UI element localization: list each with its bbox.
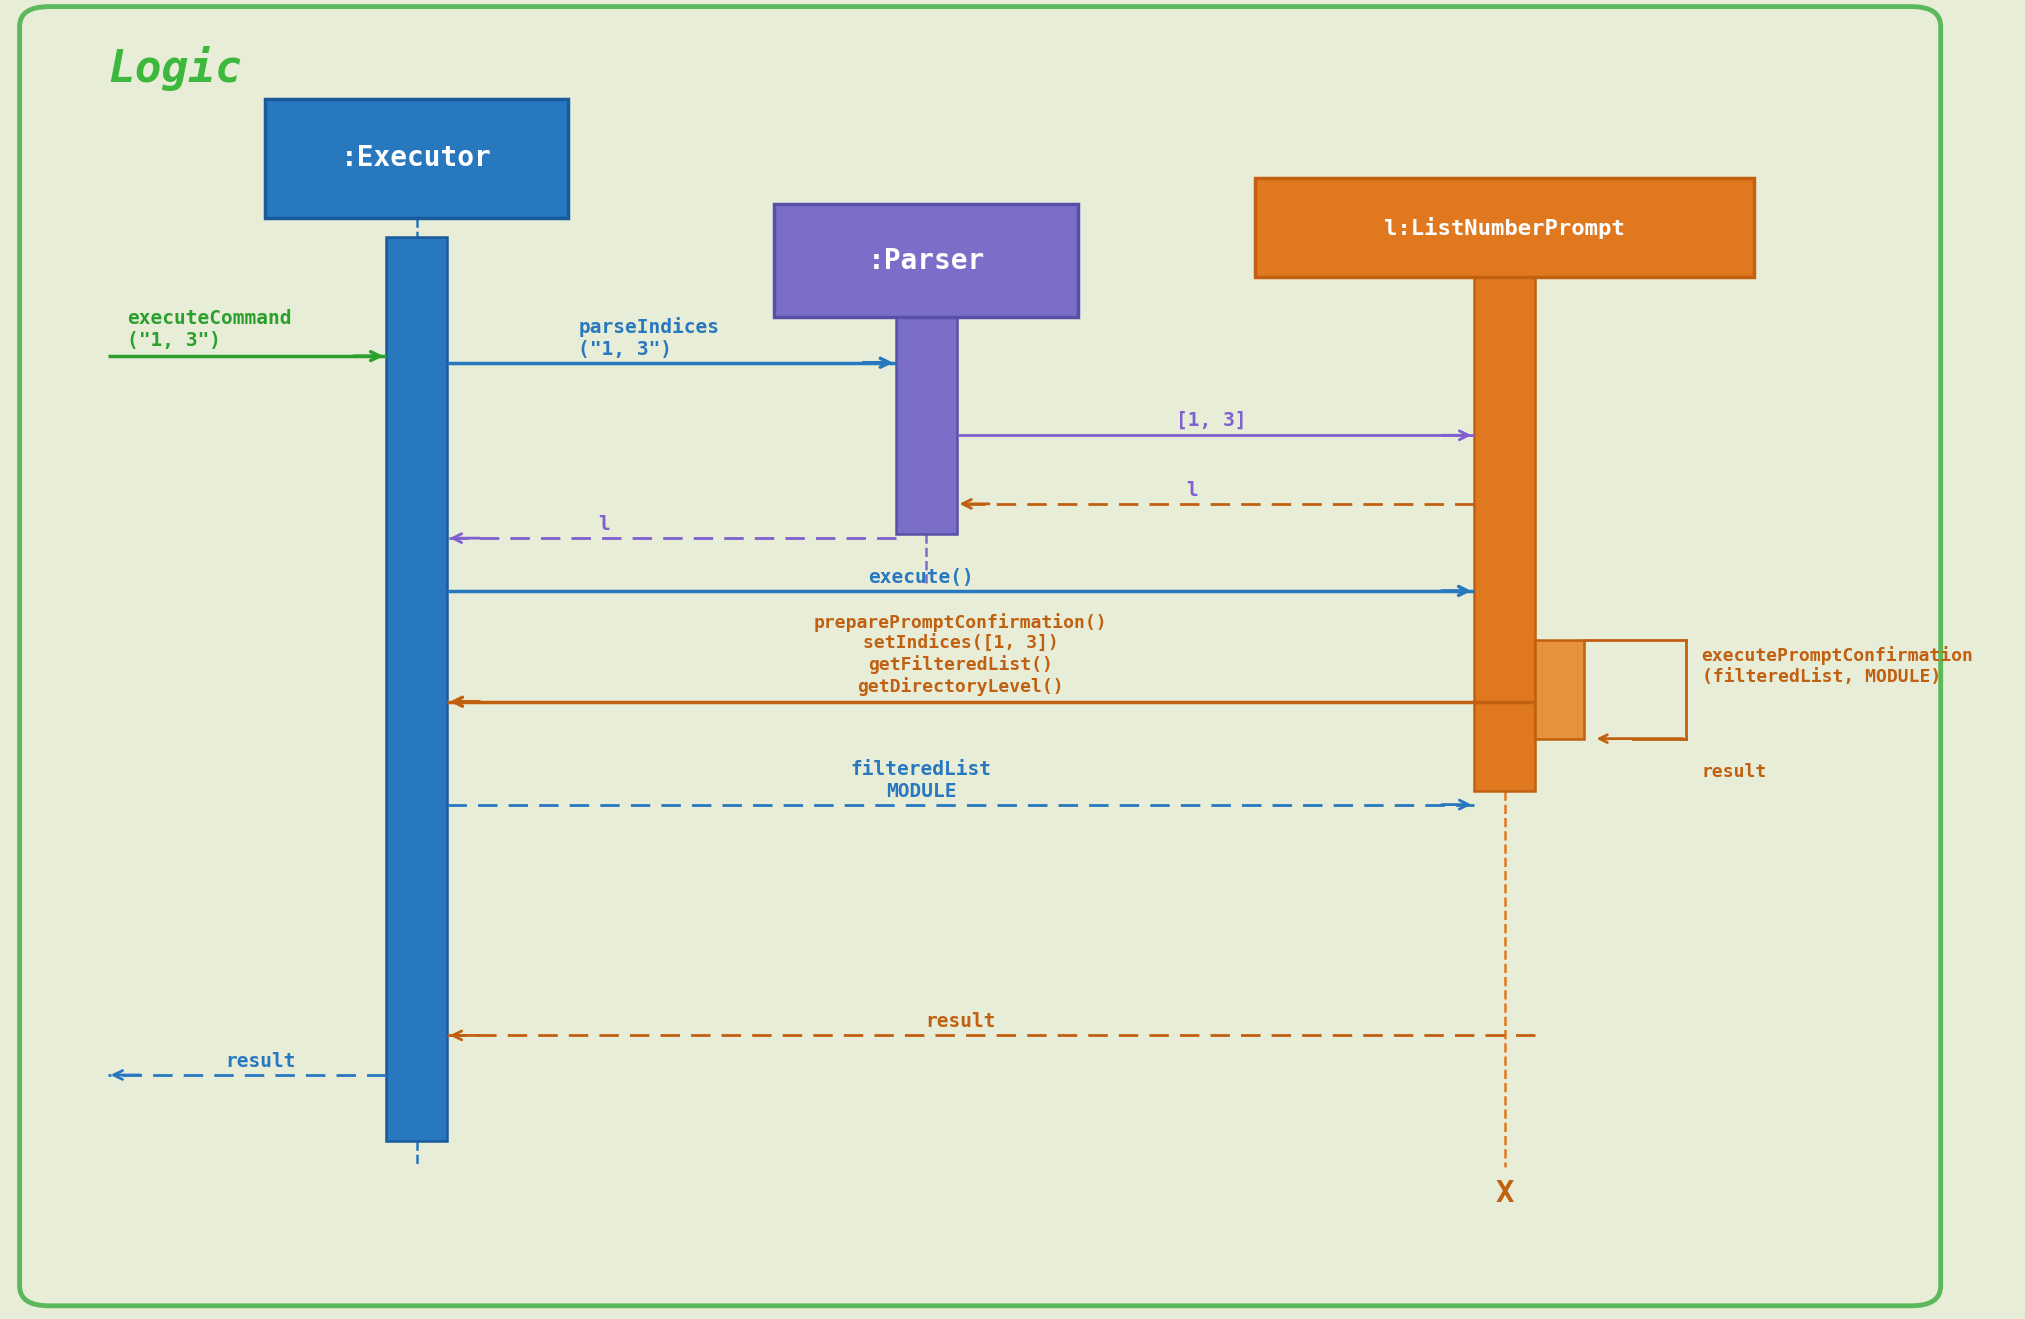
Text: result: result — [225, 1053, 296, 1071]
Bar — [1474, 191, 1535, 791]
Text: :Executor: :Executor — [340, 144, 492, 173]
Bar — [387, 237, 448, 1141]
Text: X: X — [1494, 1179, 1515, 1208]
Text: executeCommand
("1, 3"): executeCommand ("1, 3") — [128, 309, 292, 350]
Text: [1, 3]: [1, 3] — [1177, 412, 1247, 430]
Text: :Parser: :Parser — [867, 247, 984, 274]
Text: result: result — [925, 1013, 996, 1031]
Text: l: l — [1187, 481, 1197, 500]
Bar — [895, 303, 956, 534]
Bar — [1535, 640, 1584, 739]
Bar — [1256, 178, 1754, 277]
Text: l: l — [597, 516, 610, 534]
Text: execute(): execute() — [869, 568, 974, 587]
FancyBboxPatch shape — [20, 7, 1940, 1306]
Text: filteredList
MODULE: filteredList MODULE — [850, 760, 992, 801]
Text: l:ListNumberPrompt: l:ListNumberPrompt — [1385, 216, 1624, 239]
Text: Logic: Logic — [107, 46, 241, 91]
Text: executePromptConfirmation
(filteredList, MODULE): executePromptConfirmation (filteredList,… — [1701, 646, 1974, 686]
Text: parseIndices
("1, 3"): parseIndices ("1, 3") — [579, 317, 719, 359]
Bar — [265, 99, 569, 218]
Text: preparePromptConfirmation()
setIndices([1, 3])
getFilteredList()
getDirectoryLev: preparePromptConfirmation() setIndices([… — [814, 612, 1108, 696]
Bar — [774, 204, 1077, 317]
Text: result: result — [1701, 762, 1766, 781]
